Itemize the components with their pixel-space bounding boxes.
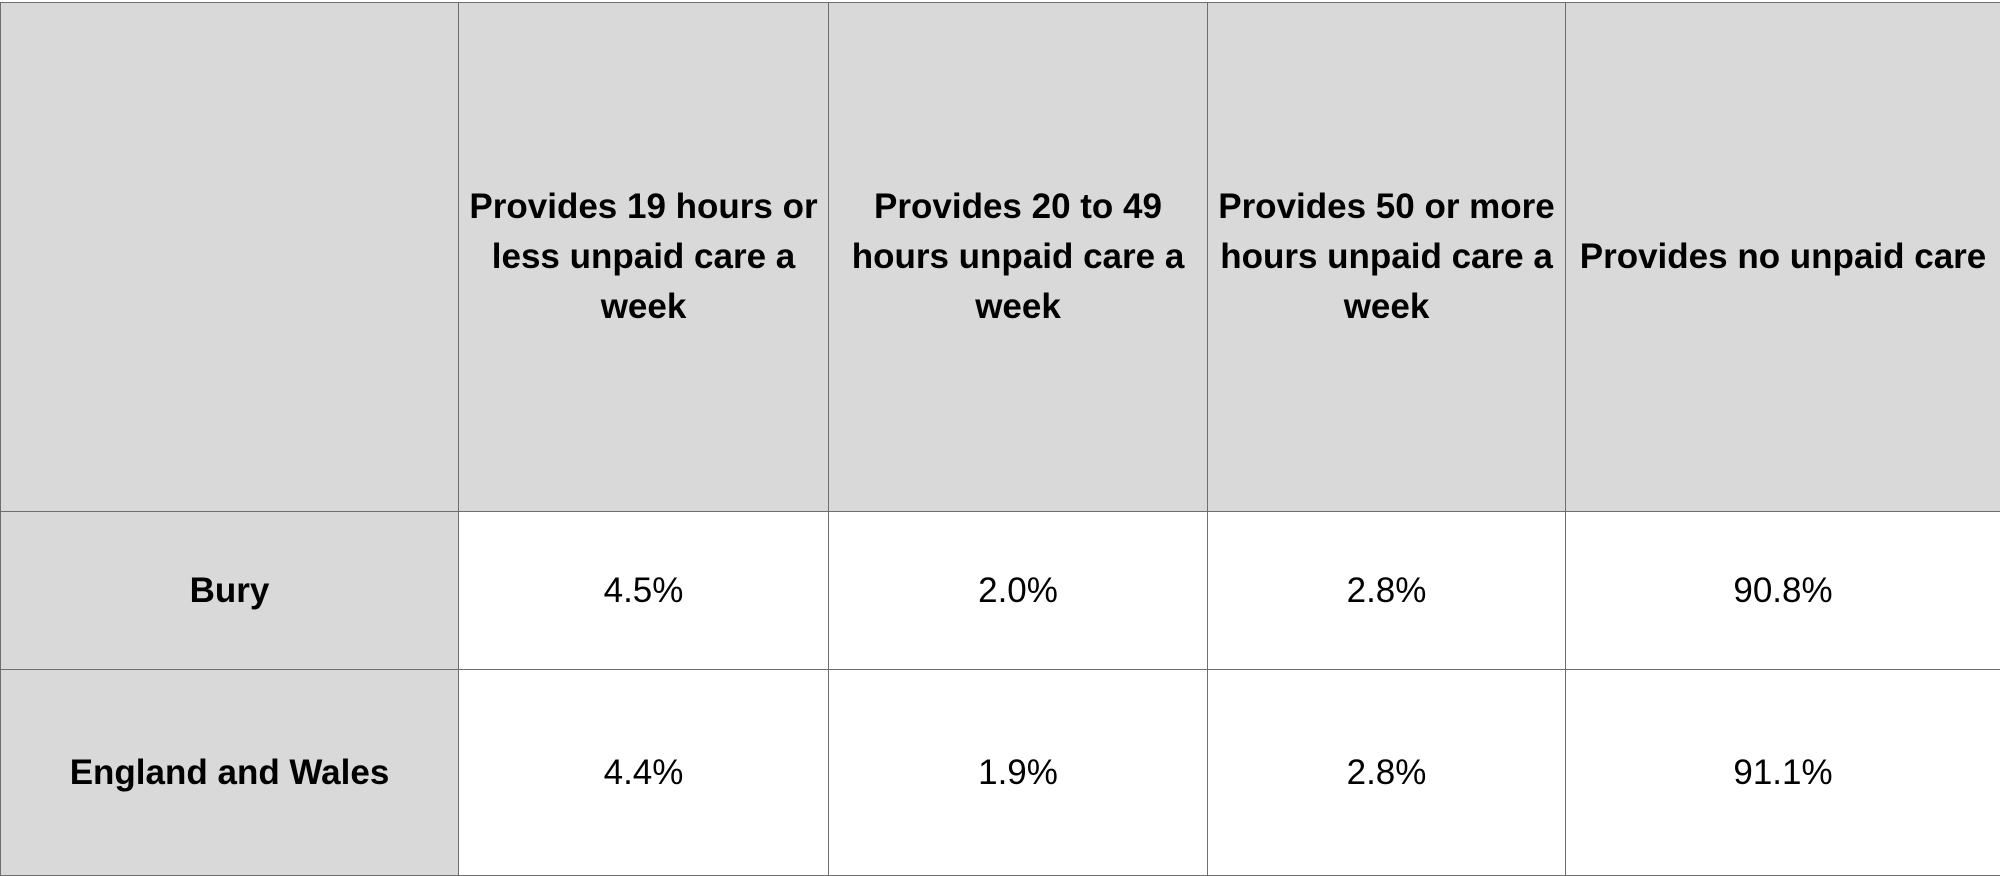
column-header: Provides 20 to 49 hours unpaid care a we…	[829, 3, 1208, 512]
column-header: Provides no unpaid care	[1566, 3, 2000, 512]
column-header: Provides 50 or more hours unpaid care a …	[1208, 3, 1566, 512]
table-cell: 1.9%	[829, 670, 1208, 876]
table-cell: 4.4%	[459, 670, 829, 876]
table-cell: 2.8%	[1208, 512, 1566, 670]
table-row: Bury 4.5% 2.0% 2.8% 90.8%	[1, 512, 2000, 670]
row-label-england-and-wales: England and Wales	[1, 670, 459, 876]
column-header: Provides 19 hours or less unpaid care a …	[459, 3, 829, 512]
table-cell: 4.5%	[459, 512, 829, 670]
table-cell: 90.8%	[1566, 512, 2000, 670]
table-cell: 91.1%	[1566, 670, 2000, 876]
row-label-bury: Bury	[1, 512, 459, 670]
table-row: England and Wales 4.4% 1.9% 2.8% 91.1%	[1, 670, 2000, 876]
table-cell: 2.0%	[829, 512, 1208, 670]
corner-cell	[1, 3, 459, 512]
table-header-row: Provides 19 hours or less unpaid care a …	[1, 3, 2000, 512]
table-cell: 2.8%	[1208, 670, 1566, 876]
